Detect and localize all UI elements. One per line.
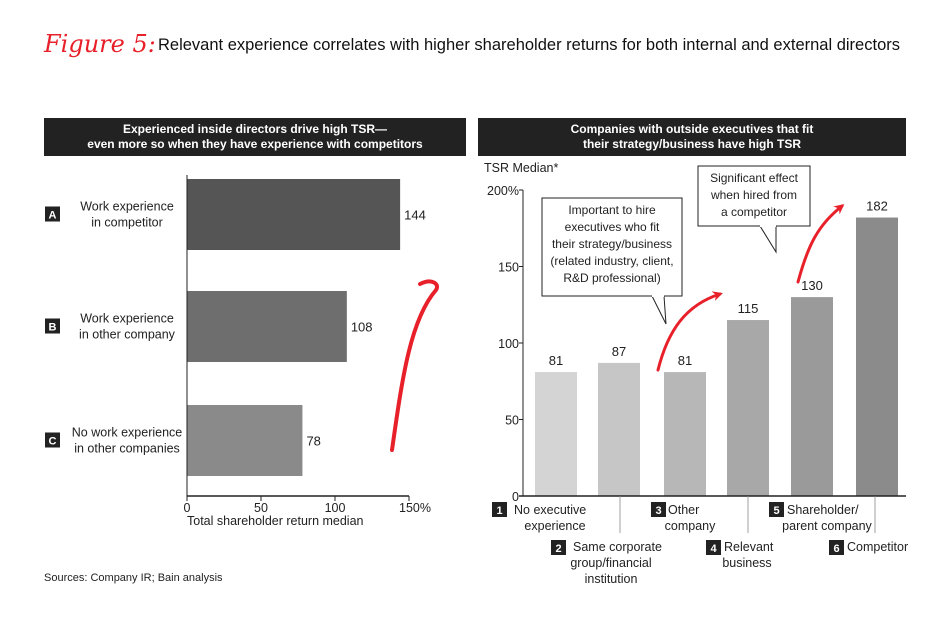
category-label: in other companies bbox=[74, 442, 180, 456]
figure-label: Figure 5: bbox=[44, 30, 156, 58]
y-tick-label: 0 bbox=[512, 490, 519, 504]
category-number: 3 bbox=[655, 505, 661, 517]
category-label: No executive bbox=[514, 503, 586, 517]
sources-note: Sources: Company IR; Bain analysis bbox=[44, 572, 223, 584]
category-label: Shareholder/ bbox=[787, 503, 859, 517]
callout-box bbox=[541, 197, 683, 297]
category-number: 2 bbox=[555, 543, 561, 555]
category-number-box bbox=[551, 540, 566, 555]
left-header-line-2: even more so when they have experience w… bbox=[87, 137, 423, 151]
bar-value-label: 81 bbox=[678, 353, 692, 368]
x-tick-label: 150% bbox=[399, 501, 431, 515]
callout-text: a competitor bbox=[721, 205, 787, 219]
x-tick-label: 50 bbox=[254, 501, 268, 515]
x-axis-title: Total shareholder return median bbox=[187, 514, 364, 528]
bar-value-label: 78 bbox=[306, 434, 320, 449]
category-number: 4 bbox=[710, 543, 717, 555]
category-label: Competitor bbox=[847, 540, 908, 554]
category-label: institution bbox=[585, 572, 638, 586]
callout-text: executives who fit bbox=[565, 220, 660, 234]
category-letter: A bbox=[49, 210, 57, 222]
bar-value-label: 87 bbox=[612, 344, 626, 359]
figure-title: Relevant experience correlates with high… bbox=[158, 36, 900, 54]
bar-value-label: 81 bbox=[549, 353, 563, 368]
bar-3 bbox=[664, 372, 706, 496]
x-tick-label: 100 bbox=[325, 501, 346, 515]
category-label: business bbox=[722, 556, 771, 570]
callout-pointer bbox=[759, 225, 777, 254]
callout-text: their strategy/business bbox=[552, 237, 672, 251]
category-letter: B bbox=[49, 322, 57, 334]
callout-text: when hired from bbox=[710, 188, 797, 202]
category-label: Other bbox=[668, 503, 699, 517]
red-curved-arrow-right bbox=[796, 204, 845, 284]
bar-5 bbox=[791, 297, 833, 496]
category-number-box bbox=[829, 540, 844, 555]
bar-1 bbox=[535, 372, 577, 496]
bar-value-label: 182 bbox=[866, 199, 888, 214]
callout-box bbox=[697, 165, 811, 227]
bar-value-label: 144 bbox=[404, 208, 426, 223]
category-label: in competitor bbox=[91, 216, 163, 230]
category-letter: C bbox=[49, 436, 57, 448]
annotations bbox=[390, 204, 845, 452]
callout-text: Significant effect bbox=[710, 171, 798, 185]
category-number: 5 bbox=[773, 505, 779, 517]
bar-value-label: 130 bbox=[801, 278, 823, 293]
x-tick-label: 0 bbox=[184, 501, 191, 515]
y-tick-label: 50 bbox=[505, 414, 519, 428]
right-header-line-2: their strategy/business have high TSR bbox=[582, 137, 802, 151]
callout-text: R&D professional) bbox=[563, 271, 660, 285]
category-number-box bbox=[492, 502, 507, 517]
bar-2 bbox=[598, 362, 640, 496]
category-label: group/financial bbox=[570, 556, 651, 570]
category-number-box bbox=[651, 502, 666, 517]
red-curved-arrow-left bbox=[390, 279, 439, 452]
right-header-line-1: Companies with outside executives that f… bbox=[570, 122, 814, 136]
category-label: No work experience bbox=[72, 426, 183, 440]
left-chart: 144 A Work experience in competitor 108 B Work… bbox=[45, 175, 431, 528]
bar-b bbox=[187, 291, 347, 362]
bar-4 bbox=[727, 320, 769, 496]
right-chart: TSR Median* 0 50 100 150 200% 81 87 81 115 130 182 1… bbox=[484, 161, 908, 586]
category-label: Relevant bbox=[724, 540, 774, 554]
bar-c bbox=[187, 405, 303, 476]
category-number-box bbox=[706, 540, 721, 555]
bar-value-label: 115 bbox=[738, 301, 759, 316]
left-panel-header: Experienced inside directors drive high … bbox=[44, 118, 466, 156]
category-label: Same corporate bbox=[573, 540, 662, 554]
category-letter-box bbox=[45, 318, 60, 334]
category-label: company bbox=[665, 519, 716, 533]
left-header-line-1: Experienced inside directors drive high … bbox=[122, 122, 388, 136]
category-label: Work experience bbox=[80, 200, 174, 214]
category-label: in other company bbox=[79, 328, 176, 342]
category-label: parent company bbox=[782, 519, 872, 533]
category-number-box bbox=[769, 502, 784, 517]
bar-a bbox=[187, 179, 401, 250]
right-panel-header: Companies with outside executives that f… bbox=[478, 118, 906, 156]
y-tick-label: 150 bbox=[498, 261, 519, 275]
category-letter-box bbox=[45, 206, 60, 222]
category-number: 1 bbox=[496, 505, 502, 517]
callout-text: (related industry, client, bbox=[550, 254, 673, 268]
category-label: Work experience bbox=[80, 312, 174, 326]
y-tick-label: 100 bbox=[498, 337, 519, 351]
red-curved-arrow-mid bbox=[656, 291, 723, 372]
callout-text: Important to hire bbox=[568, 203, 656, 217]
callout-pointer bbox=[651, 295, 667, 325]
bar-value-label: 108 bbox=[351, 320, 373, 335]
bar-6 bbox=[856, 217, 898, 497]
category-letter-box bbox=[45, 432, 60, 448]
category-label: experience bbox=[524, 519, 585, 533]
y-tick-label: 200% bbox=[487, 184, 519, 198]
category-number: 6 bbox=[833, 543, 839, 555]
y-axis-title: TSR Median* bbox=[484, 161, 558, 175]
